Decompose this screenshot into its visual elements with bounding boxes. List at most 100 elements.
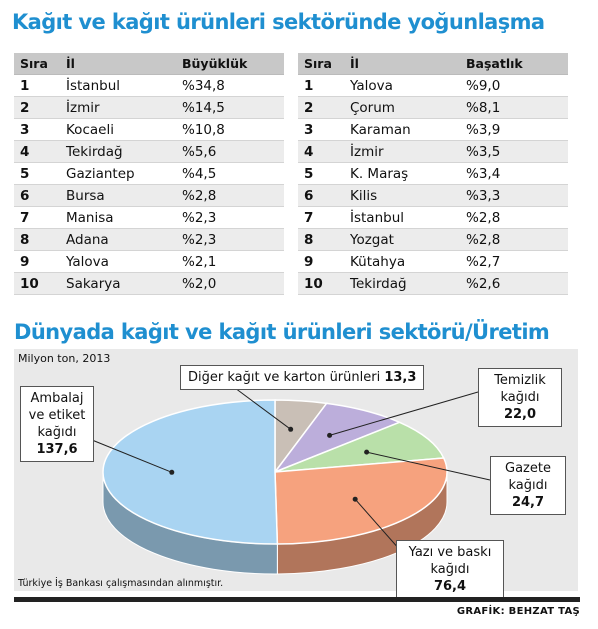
province-cell: İzmir: [344, 140, 460, 163]
callout-temizlik: Temizlik kağıdı 22,0: [478, 368, 562, 427]
leader-dot: [327, 432, 333, 438]
rank-cell: 1: [298, 74, 344, 97]
province-cell: Manisa: [60, 206, 176, 229]
province-cell: Yozgat: [344, 228, 460, 251]
graphic-credit: GRAFİK: BEHZAT TAŞ: [456, 606, 580, 617]
slice-value: 22,0: [503, 407, 537, 422]
value-cell: %9,0: [460, 74, 568, 97]
value-cell: %2,8: [460, 228, 568, 251]
table-row: 7 Manisa %2,3: [14, 206, 284, 229]
column-header: Sıra: [14, 53, 60, 75]
leader-dot: [352, 496, 358, 502]
province-cell: Kütahya: [344, 250, 460, 273]
table-row: 4 Tekirdağ %5,6: [14, 140, 284, 163]
divider: [14, 597, 580, 602]
pie-slice: [102, 399, 279, 545]
table-row: 7 İstanbul %2,8: [298, 206, 568, 229]
table-row: 9 Kütahya %2,7: [298, 250, 568, 273]
rank-cell: 3: [14, 118, 60, 141]
value-cell: %3,3: [460, 184, 568, 207]
province-cell: Kilis: [344, 184, 460, 207]
rank-cell: 10: [298, 272, 344, 295]
province-cell: Yalova: [60, 250, 176, 273]
value-cell: %2,6: [460, 272, 568, 295]
table-row: 2 Çorum %8,1: [298, 96, 568, 119]
slice-label: Ambalaj ve etiket kağıdı: [28, 391, 86, 440]
value-cell: %2,3: [176, 206, 284, 229]
table-row: 3 Kocaeli %10,8: [14, 118, 284, 141]
column-header: Başatlık: [460, 53, 568, 75]
rank-cell: 9: [298, 250, 344, 273]
source-note: Türkiye İş Bankası çalışmasından alınmış…: [18, 578, 224, 589]
value-cell: %2,1: [176, 250, 284, 273]
value-cell: %5,6: [176, 140, 284, 163]
rank-cell: 4: [14, 140, 60, 163]
rank-cell: 10: [14, 272, 60, 295]
province-cell: Yalova: [344, 74, 460, 97]
chart-title: Dünyada kağıt ve kağıt ürünleri sektörü/…: [14, 320, 550, 344]
slice-value: 13,3: [384, 370, 417, 385]
rank-cell: 7: [298, 206, 344, 229]
rank-cell: 6: [14, 184, 60, 207]
table-row: 8 Yozgat %2,8: [298, 228, 568, 251]
province-cell: İzmir: [60, 96, 176, 119]
value-cell: %4,5: [176, 162, 284, 185]
callout-yazi: Yazı ve baskı kağıdı 76,4: [396, 540, 504, 599]
rank-cell: 1: [14, 74, 60, 97]
leader-line: [234, 387, 291, 430]
table-row: 6 Bursa %2,8: [14, 184, 284, 207]
table-row: 6 Kilis %3,3: [298, 184, 568, 207]
value-cell: %34,8: [176, 74, 284, 97]
leader-dot: [288, 426, 294, 432]
rank-cell: 5: [14, 162, 60, 185]
slice-label: Gazete kağıdı: [505, 461, 551, 493]
rank-cell: 6: [298, 184, 344, 207]
value-cell: %3,5: [460, 140, 568, 163]
value-cell: %14,5: [176, 96, 284, 119]
column-header: Büyüklük: [176, 53, 284, 75]
column-header: Sıra: [298, 53, 344, 75]
column-header: İl: [60, 53, 176, 75]
leader-dot: [169, 469, 175, 475]
value-cell: %2,0: [176, 272, 284, 295]
province-cell: Adana: [60, 228, 176, 251]
province-cell: Tekirdağ: [344, 272, 460, 295]
table-row: 10 Tekirdağ %2,6: [298, 272, 568, 295]
table-row: 5 K. Maraş %3,4: [298, 162, 568, 185]
slice-value: 24,7: [511, 495, 545, 510]
value-cell: %2,8: [176, 184, 284, 207]
table-row: 5 Gaziantep %4,5: [14, 162, 284, 185]
province-cell: Tekirdağ: [60, 140, 176, 163]
table-header-row: Sıra İl Başatlık: [298, 53, 568, 75]
leader-line: [91, 439, 172, 473]
table-row: 8 Adana %2,3: [14, 228, 284, 251]
column-header: İl: [344, 53, 460, 75]
rank-cell: 4: [298, 140, 344, 163]
rank-cell: 5: [298, 162, 344, 185]
slice-label: Diğer kağıt ve karton ürünleri: [188, 370, 385, 385]
callout-diger: Diğer kağıt ve karton ürünleri 13,3: [180, 365, 425, 390]
table-row: 2 İzmir %14,5: [14, 96, 284, 119]
rank-cell: 7: [14, 206, 60, 229]
province-cell: Gaziantep: [60, 162, 176, 185]
slice-value: 137,6: [36, 442, 78, 457]
province-cell: Kocaeli: [60, 118, 176, 141]
rank-cell: 2: [14, 96, 60, 119]
value-cell: %10,8: [176, 118, 284, 141]
value-cell: %2,7: [460, 250, 568, 273]
table-header-row: Sıra İl Büyüklük: [14, 53, 284, 75]
value-cell: %3,9: [460, 118, 568, 141]
province-cell: K. Maraş: [344, 162, 460, 185]
province-cell: Çorum: [344, 96, 460, 119]
table-row: 3 Karaman %3,9: [298, 118, 568, 141]
rank-cell: 8: [298, 228, 344, 251]
pie-slice: [274, 457, 448, 545]
concentration-dominance-table: Sıra İl Başatlık 1 Yalova %9,0 2 Çorum %8,1 3 Kar…: [298, 53, 568, 295]
rank-cell: 9: [14, 250, 60, 273]
leader-dot: [364, 449, 370, 455]
slice-value: 76,4: [433, 579, 467, 594]
callout-gazete: Gazete kağıdı 24,7: [490, 456, 566, 515]
value-cell: %2,8: [460, 206, 568, 229]
table-row: 4 İzmir %3,5: [298, 140, 568, 163]
